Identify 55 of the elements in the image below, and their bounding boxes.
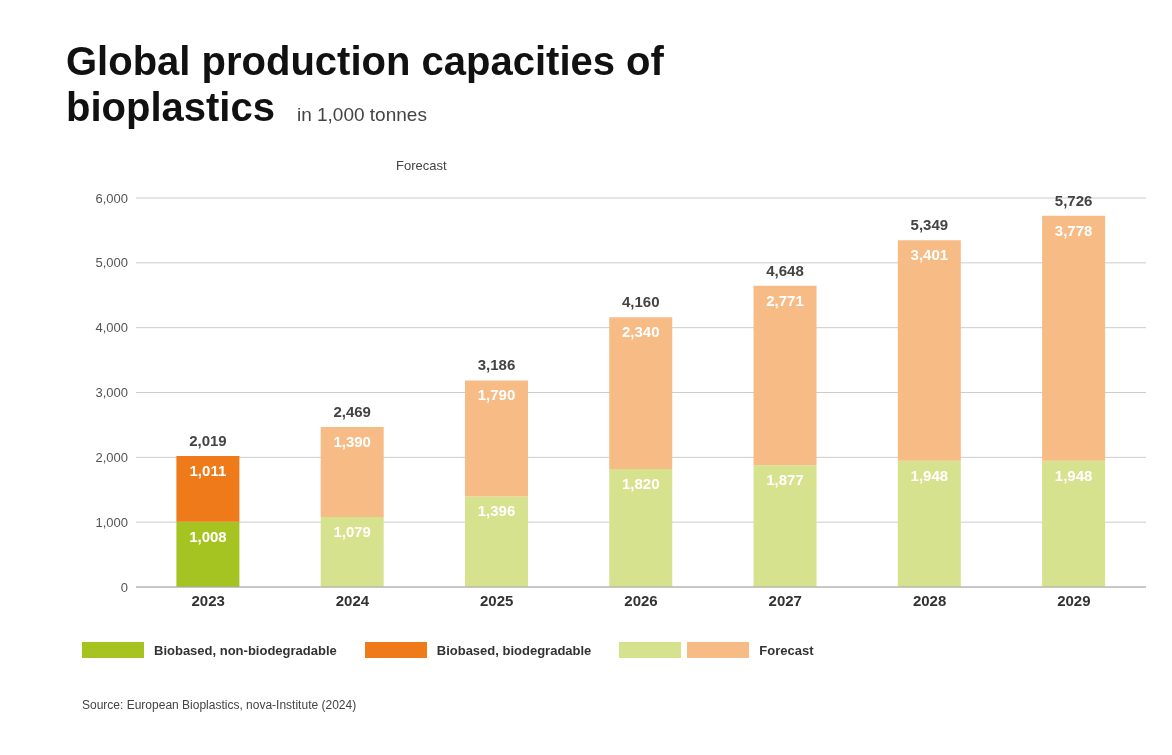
y-tick-label: 4,000 — [95, 320, 128, 336]
legend-label: Biobased, biodegradable — [436, 642, 592, 658]
data-label: 1,390 — [333, 432, 371, 450]
total-label: 3,186 — [477, 356, 516, 374]
data-label: 1,948 — [910, 466, 949, 484]
total-label: 2,019 — [189, 432, 227, 450]
x-tick-label: 2026 — [624, 591, 658, 609]
x-tick-label: 2024 — [335, 591, 370, 609]
data-label: 3,778 — [1054, 221, 1093, 239]
data-label: 1,079 — [333, 523, 371, 541]
bar — [176, 456, 240, 522]
total-label: 2,469 — [333, 402, 371, 420]
text: Forecast — [396, 158, 447, 173]
source-note: Source: European Bioplastics, nova-Institute (2024) — [82, 698, 358, 712]
total-label: 4,648 — [766, 261, 804, 279]
x-tick-label: 2027 — [768, 591, 802, 609]
y-tick-label: 5,000 — [95, 255, 128, 271]
data-label: 1,008 — [189, 527, 227, 545]
legend-label: Biobased, non-biodegradable — [154, 642, 337, 658]
x-tick-label: 2029 — [1057, 591, 1091, 609]
data-label: 3,401 — [910, 246, 949, 264]
x-tick-label: 2025 — [480, 591, 514, 609]
total-label: 4,160 — [621, 293, 660, 311]
data-label: 1,396 — [477, 502, 516, 520]
bar — [176, 521, 240, 587]
data-label: 1,790 — [477, 386, 516, 404]
bar — [897, 240, 961, 461]
total-label: 5,349 — [910, 216, 949, 234]
legend-label: Forecast — [759, 642, 814, 658]
data-label: 1,820 — [621, 475, 660, 492]
data-label: 2,340 — [621, 323, 660, 341]
y-tick-label: 0 — [120, 579, 128, 595]
y-tick-label: 2,000 — [95, 449, 128, 465]
bar — [464, 496, 528, 587]
data-label: 2,771 — [766, 291, 804, 309]
bar — [753, 285, 817, 466]
x-tick-label: 2028 — [912, 591, 947, 609]
data-label: 1,011 — [189, 462, 227, 480]
x-tick-label: 2023 — [191, 591, 225, 609]
bar — [464, 380, 528, 497]
y-tick-label: 6,000 — [95, 190, 128, 206]
data-label: 1,948 — [1054, 466, 1093, 484]
total-label: 5,726 — [1054, 191, 1093, 209]
y-tick-label: 3,000 — [95, 385, 128, 401]
bar — [897, 460, 961, 587]
bar — [609, 469, 673, 587]
bar — [320, 517, 384, 587]
chart-subtitle: in 1,000 tonnes — [296, 104, 427, 125]
bar — [1042, 460, 1106, 587]
bar — [753, 465, 817, 587]
y-tick-label: 1,000 — [95, 514, 128, 530]
bar — [320, 426, 384, 518]
data-label: 1,877 — [766, 471, 804, 489]
bar — [609, 317, 673, 469]
bar — [1042, 215, 1106, 461]
